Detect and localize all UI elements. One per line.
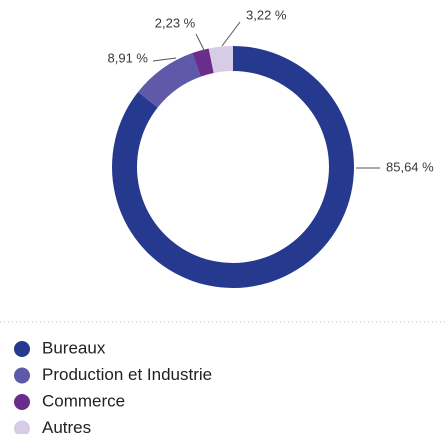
donut-segment	[138, 53, 201, 108]
leader-line	[195, 33, 206, 53]
leader-line	[221, 21, 241, 47]
legend-swatch	[14, 420, 30, 437]
legend-swatch	[14, 394, 30, 410]
legend-label: Production et Industrie	[42, 365, 212, 384]
value-label: 8,91 %	[108, 50, 149, 65]
value-label: 2,23 %	[155, 15, 196, 30]
value-label: 85,64 %	[386, 159, 434, 174]
legend-swatch	[14, 341, 30, 357]
legend-label: Autres	[42, 418, 91, 434]
donut-segment	[208, 46, 233, 73]
donut-segment	[192, 48, 214, 77]
value-label: 3,22 %	[246, 7, 287, 22]
leader-line	[152, 57, 177, 62]
legend-swatch	[14, 367, 30, 384]
legend-label: Commerce	[42, 391, 125, 410]
legend-label: Bureaux	[42, 338, 106, 357]
